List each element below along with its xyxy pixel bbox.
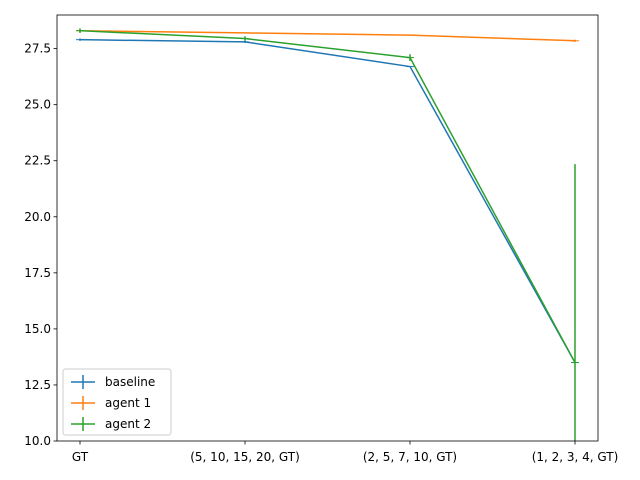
y-tick-label-5: 22.5 — [24, 154, 51, 168]
legend-label-0: baseline — [105, 375, 155, 389]
legend-entry-0: baseline — [71, 375, 155, 389]
y-tick-label-1: 12.5 — [24, 378, 51, 392]
error-bar-2-3 — [571, 164, 579, 480]
x-tick-label-0: GT — [72, 450, 89, 464]
y-tick-label-3: 17.5 — [24, 266, 51, 280]
error-bar-2-1 — [241, 36, 249, 40]
y-tick-label-0: 10.0 — [24, 434, 51, 448]
series-line-0 — [80, 40, 575, 363]
error-bar-2-0 — [76, 28, 84, 32]
legend-entry-2: agent 2 — [71, 417, 151, 431]
legend-label-1: agent 1 — [105, 396, 151, 410]
series-line-2 — [80, 31, 575, 363]
legend-label-2: agent 2 — [105, 417, 151, 431]
y-tick-label-7: 27.5 — [24, 42, 51, 56]
x-tick-label-1: (5, 10, 15, 20, GT) — [190, 450, 300, 464]
error-bar-2-2 — [406, 54, 414, 61]
series-line-1 — [80, 31, 575, 41]
y-tick-label-6: 25.0 — [24, 98, 51, 112]
legend-entry-1: agent 1 — [71, 396, 151, 410]
x-tick-label-3: (1, 2, 3, 4, GT) — [532, 450, 619, 464]
y-tick-label-4: 20.0 — [24, 210, 51, 224]
x-tick-label-2: (2, 5, 7, 10, GT) — [363, 450, 457, 464]
legend: baseline agent 1 agent 2 — [63, 369, 171, 435]
y-tick-label-2: 15.0 — [24, 322, 51, 336]
